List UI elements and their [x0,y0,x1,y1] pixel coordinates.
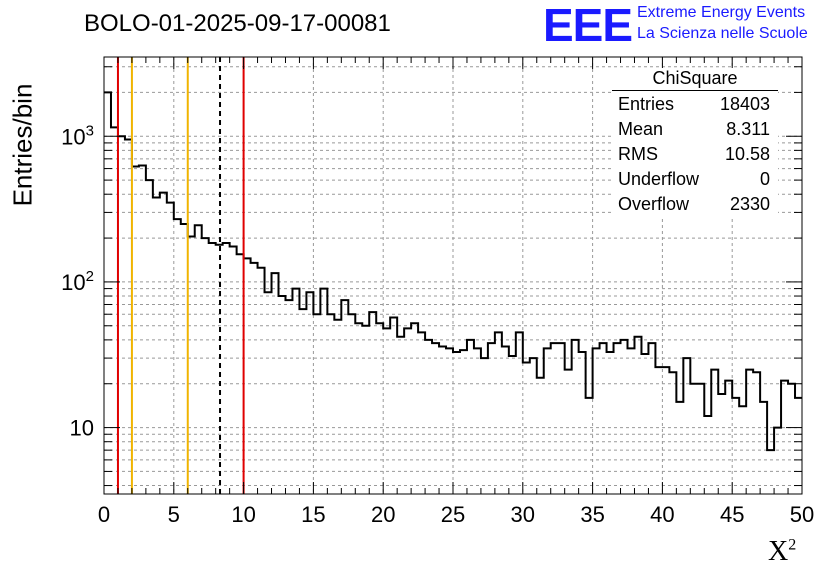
x-tick-label: 15 [301,502,325,527]
histogram-series [104,91,802,452]
x-tick-label: 20 [371,502,395,527]
stats-row-entries: Entries 18403 [618,94,770,114]
x-tick-label: 5 [168,502,180,527]
y-tick-label: 10 [70,416,94,441]
stats-box: ChiSquare Entries 18403 Mean 8.311 RMS 10.5… [612,68,778,217]
logo-line-2: La Scienza nelle Scuole [637,25,808,42]
x-tick-label: 25 [441,502,465,527]
x-tick-label: 30 [511,502,535,527]
stats-title: ChiSquare [612,68,778,91]
stats-row-underflow: Underflow 0 [618,169,770,189]
stats-row-rms: RMS 10.58 [618,144,770,164]
x-tick-label: 0 [98,502,110,527]
y-tick-label: 102 [61,268,94,295]
x-tick-label: 40 [650,502,674,527]
logo-line-1: Extreme Energy Events [637,4,806,21]
eee-logo-mark: EEE [543,0,633,51]
x-tick-label: 10 [231,502,255,527]
x-axis-label: X2 [768,536,797,567]
stats-row-overflow: Overflow 2330 [618,194,770,214]
y-tick-label: 103 [61,122,94,149]
x-tick-label: 35 [580,502,604,527]
x-tick-label: 50 [790,502,814,527]
chart-title: BOLO-01-2025-09-17-00081 [84,10,391,37]
stats-row-mean: Mean 8.311 [618,119,770,139]
x-tick-label: 45 [720,502,744,527]
